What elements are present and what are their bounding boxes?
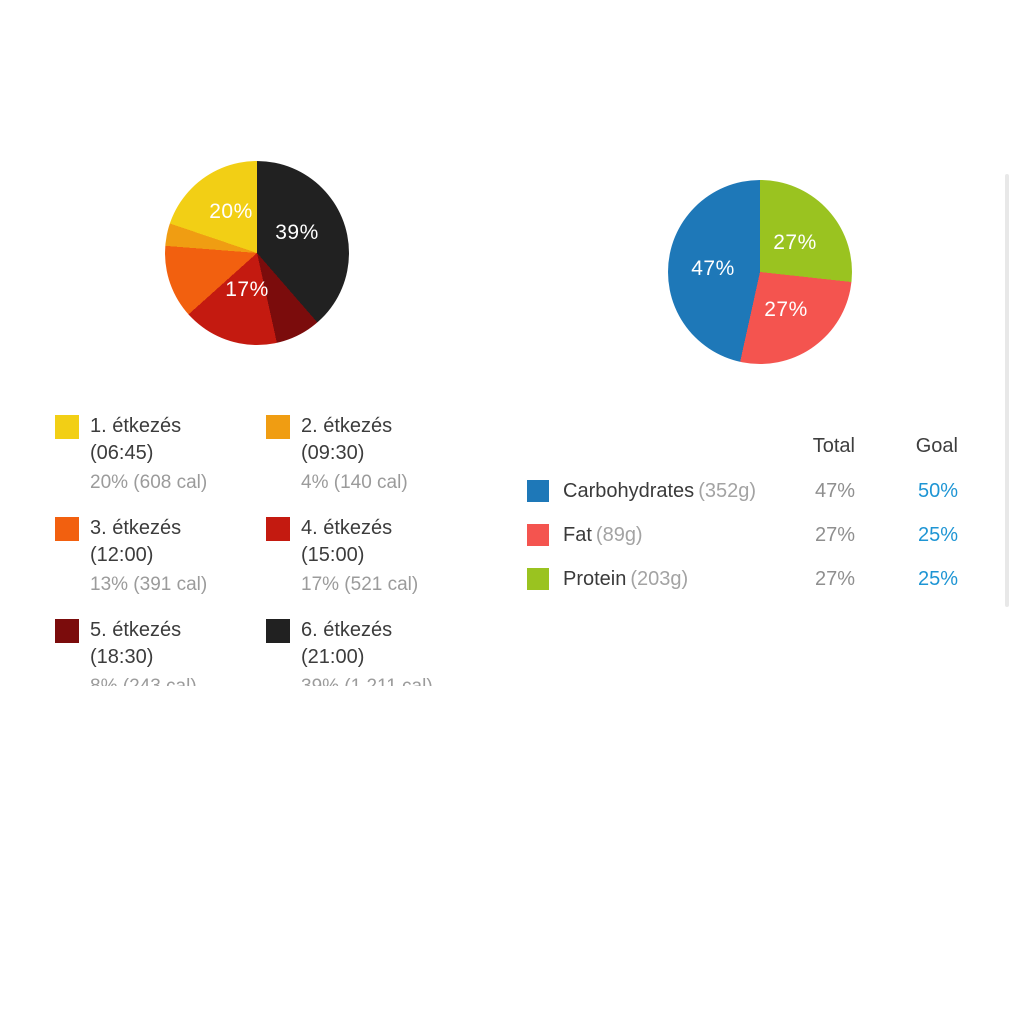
macro-total: 27% <box>814 523 855 546</box>
meal-time: (06:45) <box>90 442 154 464</box>
macro-name: Fat <box>563 523 592 546</box>
macro-label: Carbohydrates (352g) <box>549 480 779 503</box>
macro-total: 47% <box>814 479 855 502</box>
legend-text: 3. étkezés (12:00) 13% (391 cal) <box>90 515 207 597</box>
macro-grams: (89g) <box>595 523 643 546</box>
macro-grams: (352g) <box>698 479 756 502</box>
meal-stat: 17% (521 cal) <box>301 574 419 595</box>
meal-time: (12:00) <box>90 544 154 566</box>
legend-item-meal-6: 6. étkezés (21:00) 39% (1,211 cal) <box>266 614 477 686</box>
pie-slice-label: 27% <box>764 298 808 321</box>
legend-item-meal-4: 4. étkezés (15:00) 17% (521 cal) <box>266 512 477 614</box>
legend-swatch <box>266 619 290 643</box>
macro-grams: (203g) <box>630 567 689 590</box>
table-row-fat: Fat (89g) 27% 25% <box>527 513 958 557</box>
macro-goal: 50% <box>917 479 958 502</box>
legend-text: 2. étkezés (09:30) 4% (140 cal) <box>301 413 408 495</box>
legend-swatch <box>55 517 79 541</box>
carbs-swatch <box>527 480 549 502</box>
macro-goal: 25% <box>917 523 958 546</box>
macros-table: Total Goal Carbohydrates (352g) 47% 50% F… <box>527 431 958 601</box>
protein-swatch <box>527 568 549 590</box>
meal-time: (21:00) <box>301 646 365 668</box>
meal-name: 2. étkezés <box>301 415 393 437</box>
scrollbar[interactable] <box>1005 174 1009 607</box>
meal-name: 4. étkezés <box>301 517 393 539</box>
meal-stat: 13% (391 cal) <box>90 574 208 595</box>
legend-swatch <box>266 517 290 541</box>
macro-label: Protein (203g) <box>549 568 779 591</box>
macro-label: Fat (89g) <box>549 524 779 547</box>
meals-legend: 1. étkezés (06:45) 20% (608 cal) 2. étke… <box>55 410 487 686</box>
pie-slice-label: 17% <box>225 278 269 301</box>
macro-total: 27% <box>814 567 855 590</box>
meal-time: (09:30) <box>301 442 365 464</box>
legend-item-meal-2: 2. étkezés (09:30) 4% (140 cal) <box>266 410 477 512</box>
legend-swatch <box>55 415 79 439</box>
table-row-protein: Protein (203g) 27% 25% <box>527 557 958 601</box>
meal-name: 5. étkezés <box>90 619 182 641</box>
macros-pie-chart: 47% 27% 27% <box>668 180 852 364</box>
legend-text: 1. étkezés (06:45) 20% (608 cal) <box>90 413 207 495</box>
meals-pie-chart: 20% 39% 17% <box>165 161 349 345</box>
pie-slice-label: 47% <box>691 257 735 280</box>
meal-name: 6. étkezés <box>301 619 393 641</box>
macro-name: Carbohydrates <box>563 479 695 502</box>
macros-table-header: Total Goal <box>527 431 958 461</box>
legend-text: 5. étkezés (18:30) 8% (243 cal) <box>90 617 197 686</box>
goal-column-header: Goal <box>915 434 958 457</box>
legend-swatch <box>266 415 290 439</box>
macro-name: Protein <box>563 567 627 590</box>
legend-item-meal-1: 1. étkezés (06:45) 20% (608 cal) <box>55 410 266 512</box>
pie-slice-label: 39% <box>275 221 319 244</box>
meal-stat: 39% (1,211 cal) <box>301 674 433 686</box>
total-column-header: Total <box>812 434 855 457</box>
legend-swatch <box>55 619 79 643</box>
meal-stat: 4% (140 cal) <box>301 472 408 493</box>
meal-time: (18:30) <box>90 646 154 668</box>
meal-name: 1. étkezés <box>90 415 182 437</box>
fat-swatch <box>527 524 549 546</box>
meal-time: (15:00) <box>301 544 365 566</box>
meal-stat: 20% (608 cal) <box>90 472 208 493</box>
legend-item-meal-3: 3. étkezés (12:00) 13% (391 cal) <box>55 512 266 614</box>
pie-slice-label: 27% <box>773 231 817 254</box>
meal-stat: 8% (243 cal) <box>90 674 197 686</box>
legend-text: 6. étkezés (21:00) 39% (1,211 cal) <box>301 617 433 686</box>
macro-goal: 25% <box>917 567 958 590</box>
legend-text: 4. étkezés (15:00) 17% (521 cal) <box>301 515 418 597</box>
legend-item-meal-5: 5. étkezés (18:30) 8% (243 cal) <box>55 614 266 686</box>
pie-slice-label: 20% <box>209 200 253 223</box>
meal-name: 3. étkezés <box>90 517 182 539</box>
table-row-carbohydrates: Carbohydrates (352g) 47% 50% <box>527 469 958 513</box>
